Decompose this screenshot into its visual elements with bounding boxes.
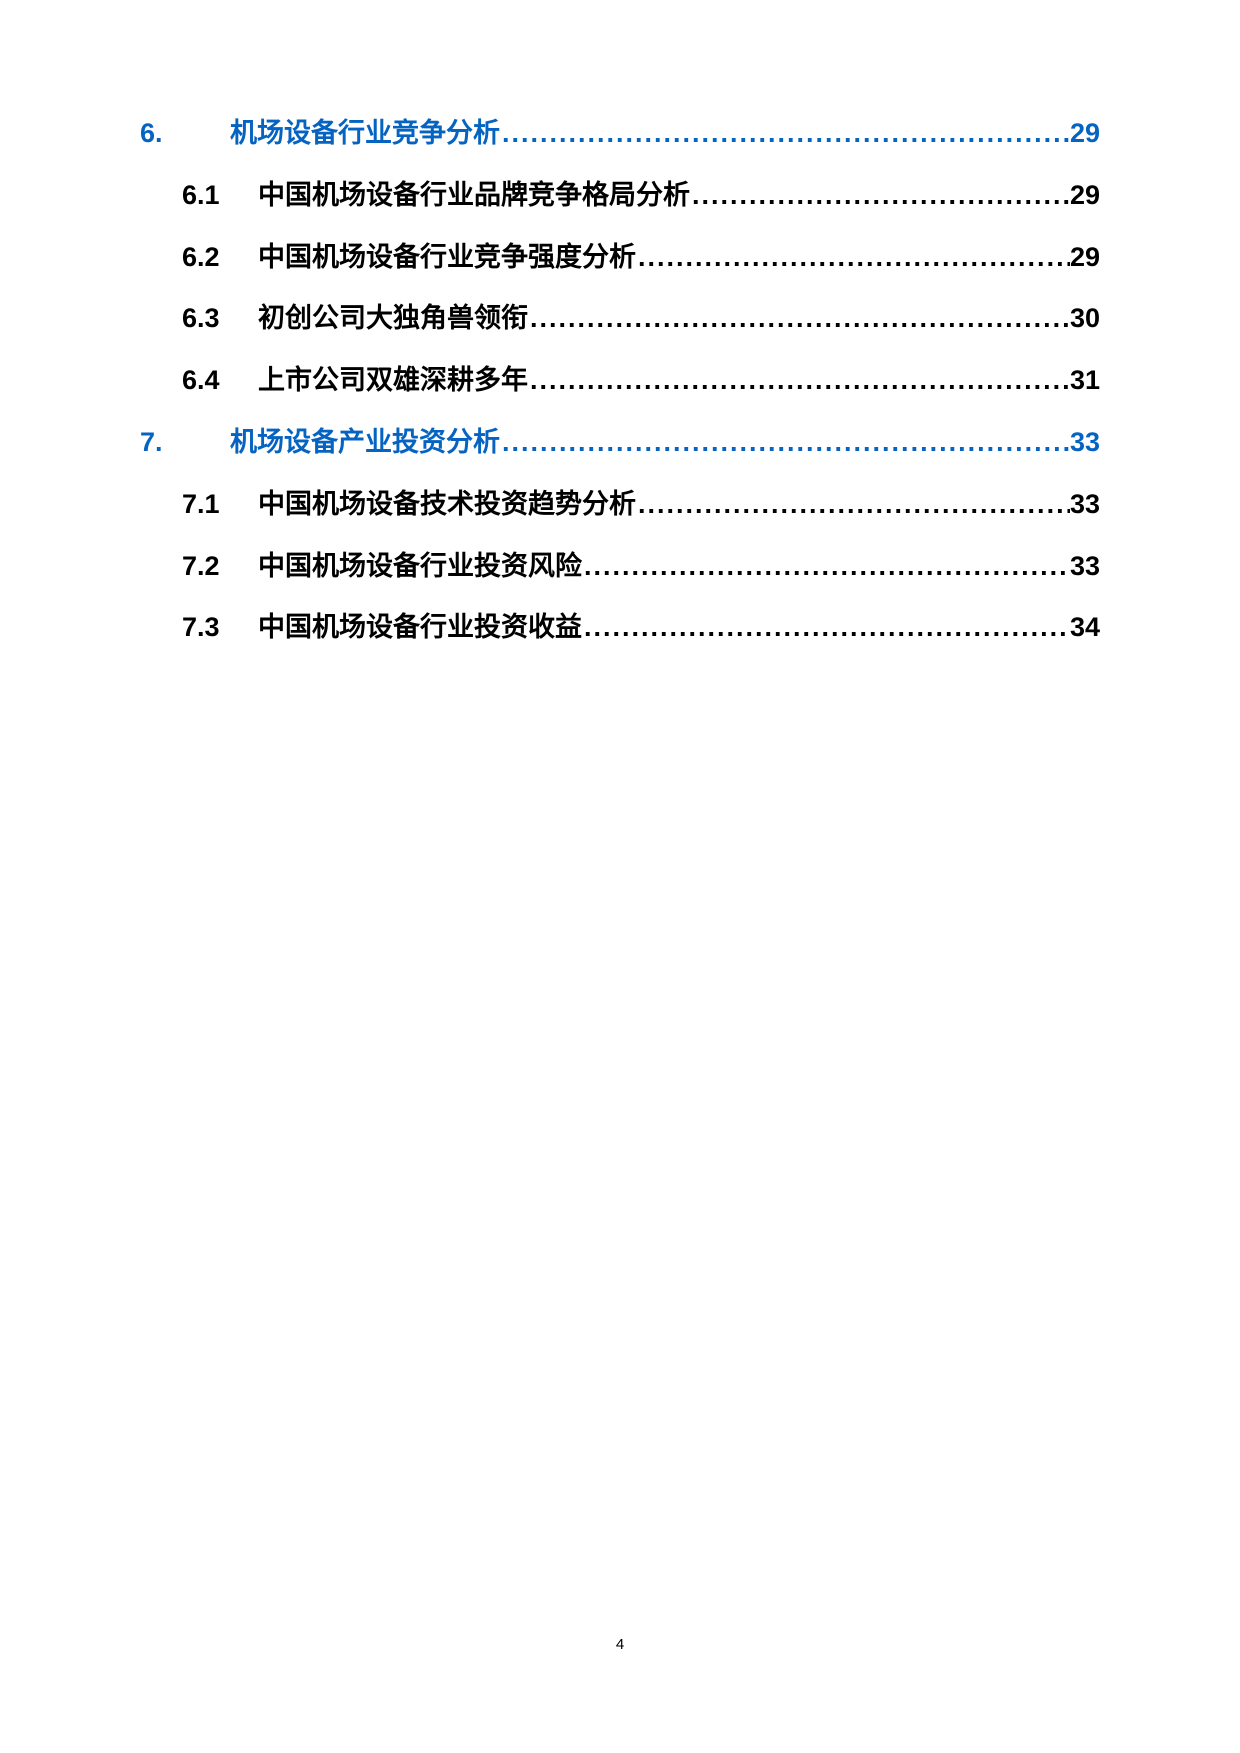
table-of-contents: 6.机场设备行业竞争分析296.1中国机场设备行业品牌竞争格局分析296.2中国…	[140, 115, 1100, 647]
toc-leader-dots	[582, 548, 1070, 586]
toc-section: 6.4上市公司双雄深耕多年 31	[140, 362, 1100, 400]
toc-leader-dots	[636, 239, 1070, 277]
toc-number: 6.2	[182, 239, 258, 277]
toc-title: 初创公司大独角兽领衔	[258, 300, 528, 338]
toc-pagenum: 29	[1070, 115, 1100, 153]
toc-title: 机场设备产业投资分析	[230, 424, 500, 462]
toc-leader-dots	[500, 424, 1070, 462]
toc-leader-dots	[528, 362, 1070, 400]
toc-section: 6.1中国机场设备行业品牌竞争格局分析 29	[140, 177, 1100, 215]
toc-number: 7.	[140, 424, 230, 462]
toc-number: 6.3	[182, 300, 258, 338]
toc-page: 6.机场设备行业竞争分析296.1中国机场设备行业品牌竞争格局分析296.2中国…	[0, 0, 1240, 647]
toc-number: 6.	[140, 115, 230, 153]
toc-pagenum: 33	[1070, 424, 1100, 462]
toc-leader-dots	[528, 300, 1070, 338]
toc-pagenum: 33	[1070, 486, 1100, 524]
toc-chapter[interactable]: 7.机场设备产业投资分析 33	[140, 424, 1100, 462]
toc-number: 6.1	[182, 177, 258, 215]
toc-section: 7.2中国机场设备行业投资风险 33	[140, 548, 1100, 586]
toc-title: 中国机场设备行业品牌竞争格局分析	[258, 177, 690, 215]
toc-pagenum: 29	[1070, 177, 1100, 215]
toc-leader-dots	[690, 177, 1070, 215]
toc-pagenum: 30	[1070, 300, 1100, 338]
toc-section: 7.1中国机场设备技术投资趋势分析 33	[140, 486, 1100, 524]
toc-leader-dots	[500, 115, 1070, 153]
toc-number: 7.1	[182, 486, 258, 524]
toc-title: 中国机场设备行业竞争强度分析	[258, 239, 636, 277]
toc-pagenum: 33	[1070, 548, 1100, 586]
toc-chapter[interactable]: 6.机场设备行业竞争分析 29	[140, 115, 1100, 153]
toc-number: 7.2	[182, 548, 258, 586]
toc-pagenum: 29	[1070, 239, 1100, 277]
toc-leader-dots	[636, 486, 1070, 524]
toc-title: 中国机场设备行业投资收益	[258, 609, 582, 647]
toc-leader-dots	[582, 609, 1070, 647]
toc-pagenum: 31	[1070, 362, 1100, 400]
toc-section: 6.3初创公司大独角兽领衔 30	[140, 300, 1100, 338]
toc-section: 7.3中国机场设备行业投资收益 34	[140, 609, 1100, 647]
toc-title: 机场设备行业竞争分析	[230, 115, 500, 153]
toc-section: 6.2中国机场设备行业竞争强度分析 29	[140, 239, 1100, 277]
toc-number: 7.3	[182, 609, 258, 647]
toc-number: 6.4	[182, 362, 258, 400]
page-number: 4	[0, 1636, 1240, 1653]
toc-pagenum: 34	[1070, 609, 1100, 647]
toc-title: 中国机场设备技术投资趋势分析	[258, 486, 636, 524]
toc-title: 中国机场设备行业投资风险	[258, 548, 582, 586]
toc-title: 上市公司双雄深耕多年	[258, 362, 528, 400]
